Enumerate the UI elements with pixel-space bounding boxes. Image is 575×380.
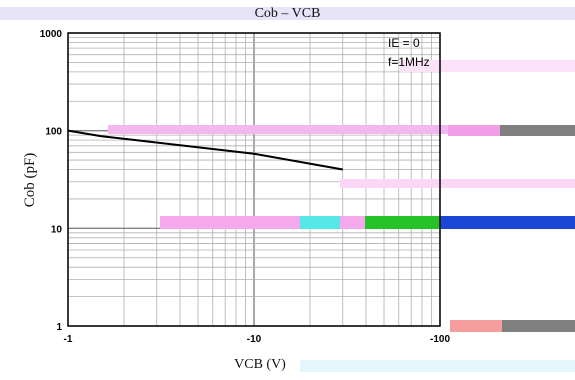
annotation-ie: IE = 0 <box>388 36 420 50</box>
artifact-band <box>300 216 340 229</box>
annotation-frequency: f=1MHz <box>388 55 430 69</box>
x-label-band <box>300 360 575 372</box>
x-tick-label: -100 <box>430 334 450 345</box>
artifact-band <box>500 125 575 136</box>
x-tick-label: -1 <box>64 334 73 345</box>
title-band <box>0 7 575 20</box>
y-tick-label: 1000 <box>40 29 63 40</box>
artifact-band <box>400 60 575 72</box>
series-line <box>67 129 343 171</box>
artifact-band <box>440 216 575 229</box>
artifact-band <box>502 320 575 332</box>
artifact-band <box>450 320 502 332</box>
artifact-band <box>448 125 500 136</box>
plot-frame <box>67 32 441 327</box>
y-tick-label: 10 <box>51 224 63 235</box>
tick-labels: 1000 100 10 1-1 -10 -100 <box>40 29 451 345</box>
x-axis-label: VCB (V) <box>234 357 286 372</box>
x-tick-label: -10 <box>247 334 262 345</box>
chart-title: Cob – VCB <box>254 6 321 21</box>
artifact-band <box>108 125 448 134</box>
y-tick-label: 100 <box>45 127 62 138</box>
artifact-band <box>365 216 440 229</box>
artifact-band <box>340 179 575 188</box>
series <box>67 129 343 171</box>
annotations: IE = 0 f=1MHz <box>388 36 430 69</box>
artifact-bands <box>108 60 575 332</box>
y-tick-label: 1 <box>56 322 62 333</box>
